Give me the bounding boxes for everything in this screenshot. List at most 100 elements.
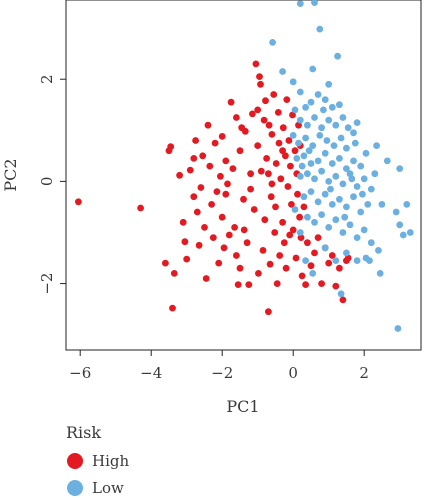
data-point-high — [332, 282, 340, 290]
data-point-low — [318, 124, 325, 132]
data-point-low — [336, 195, 343, 203]
data-point-high — [201, 224, 208, 231]
data-point-low — [376, 270, 384, 277]
data-point-high — [255, 270, 262, 277]
data-point-high — [222, 157, 230, 165]
data-point-high — [298, 272, 306, 280]
data-point-high — [291, 147, 299, 155]
data-point-low — [343, 249, 350, 257]
data-point-high — [167, 143, 175, 151]
data-point-high — [265, 308, 272, 316]
data-point-low — [375, 247, 382, 254]
data-point-high — [229, 165, 237, 173]
y-tick-label: 0 — [38, 177, 56, 187]
data-point-high — [318, 280, 325, 287]
data-point-low — [309, 142, 317, 150]
data-point-low — [300, 193, 308, 201]
data-point-low — [337, 290, 345, 298]
data-point-low — [289, 132, 297, 139]
legend-title: Risk — [66, 423, 101, 442]
data-point-high — [240, 226, 248, 234]
data-point-low — [309, 65, 317, 73]
data-point-low — [302, 103, 309, 111]
data-point-high — [314, 234, 322, 242]
data-point-low — [392, 208, 400, 216]
data-point-low — [332, 257, 340, 264]
data-point-high — [277, 175, 285, 183]
data-point-low — [367, 185, 375, 193]
data-point-high — [193, 208, 201, 216]
data-point-low — [353, 257, 361, 264]
data-point-high — [302, 281, 309, 288]
data-point-high — [245, 281, 253, 288]
data-point-low — [396, 165, 404, 173]
data-point-high — [289, 111, 296, 119]
data-point-high — [225, 231, 233, 239]
data-point-high — [227, 98, 235, 106]
data-point-high — [181, 238, 189, 246]
data-point-low — [325, 224, 333, 231]
data-point-high — [213, 188, 221, 196]
data-point-high — [260, 116, 268, 124]
data-point-high — [284, 183, 292, 190]
data-point-high — [283, 96, 291, 103]
data-point-low — [269, 39, 276, 46]
data-point-high — [296, 213, 303, 221]
data-point-low — [343, 165, 350, 173]
data-point-low — [321, 96, 329, 103]
data-point-high — [254, 106, 262, 114]
data-point-high — [206, 162, 214, 170]
data-point-low — [300, 152, 308, 160]
data-point-low — [298, 162, 306, 170]
data-point-high — [162, 259, 169, 267]
data-point-high — [247, 170, 255, 178]
data-point-low — [403, 201, 411, 208]
data-point-low — [350, 129, 357, 137]
data-point-low — [328, 103, 336, 111]
data-point-low — [289, 78, 297, 86]
data-point-low — [399, 231, 407, 239]
data-point-low — [320, 106, 327, 114]
data-point-low — [296, 88, 304, 96]
data-point-high — [137, 204, 145, 212]
data-point-low — [311, 175, 318, 183]
data-point-low — [336, 101, 343, 109]
data-point-high — [217, 172, 224, 180]
data-point-high — [247, 185, 255, 193]
data-point-high — [218, 133, 226, 140]
x-axis: −6 −4 −2 0 2 — [69, 350, 369, 382]
data-point-low — [328, 201, 336, 208]
x-tick-label: −6 — [69, 364, 91, 382]
data-point-high — [275, 139, 283, 147]
data-point-low — [321, 149, 329, 157]
data-point-high — [233, 114, 240, 121]
legend-label-low: Low — [92, 479, 124, 497]
data-point-high — [192, 137, 200, 144]
data-point-high — [190, 155, 198, 162]
data-point-high — [325, 259, 333, 267]
data-point-low — [327, 185, 334, 193]
data-point-high — [215, 259, 223, 267]
plot-frame — [65, 0, 422, 351]
data-point-low — [311, 114, 318, 121]
data-point-high — [268, 180, 276, 188]
data-point-low — [307, 160, 315, 167]
data-point-low — [373, 142, 380, 150]
data-point-low — [316, 132, 324, 139]
data-point-high — [231, 224, 239, 231]
data-point-low — [325, 80, 333, 88]
data-point-low — [341, 213, 349, 221]
data-point-high — [272, 160, 280, 167]
data-point-high — [218, 213, 226, 221]
data-point-high — [273, 280, 281, 287]
data-point-high — [236, 264, 244, 272]
data-point-high — [295, 121, 302, 129]
data-point-low — [307, 188, 315, 196]
data-point-high — [262, 97, 269, 105]
y-tick-label: 2 — [38, 74, 56, 84]
data-point-high — [344, 254, 352, 262]
data-point-low — [351, 139, 359, 147]
data-point-high — [199, 152, 207, 160]
data-point-high — [254, 142, 262, 150]
data-point-high — [265, 121, 273, 129]
